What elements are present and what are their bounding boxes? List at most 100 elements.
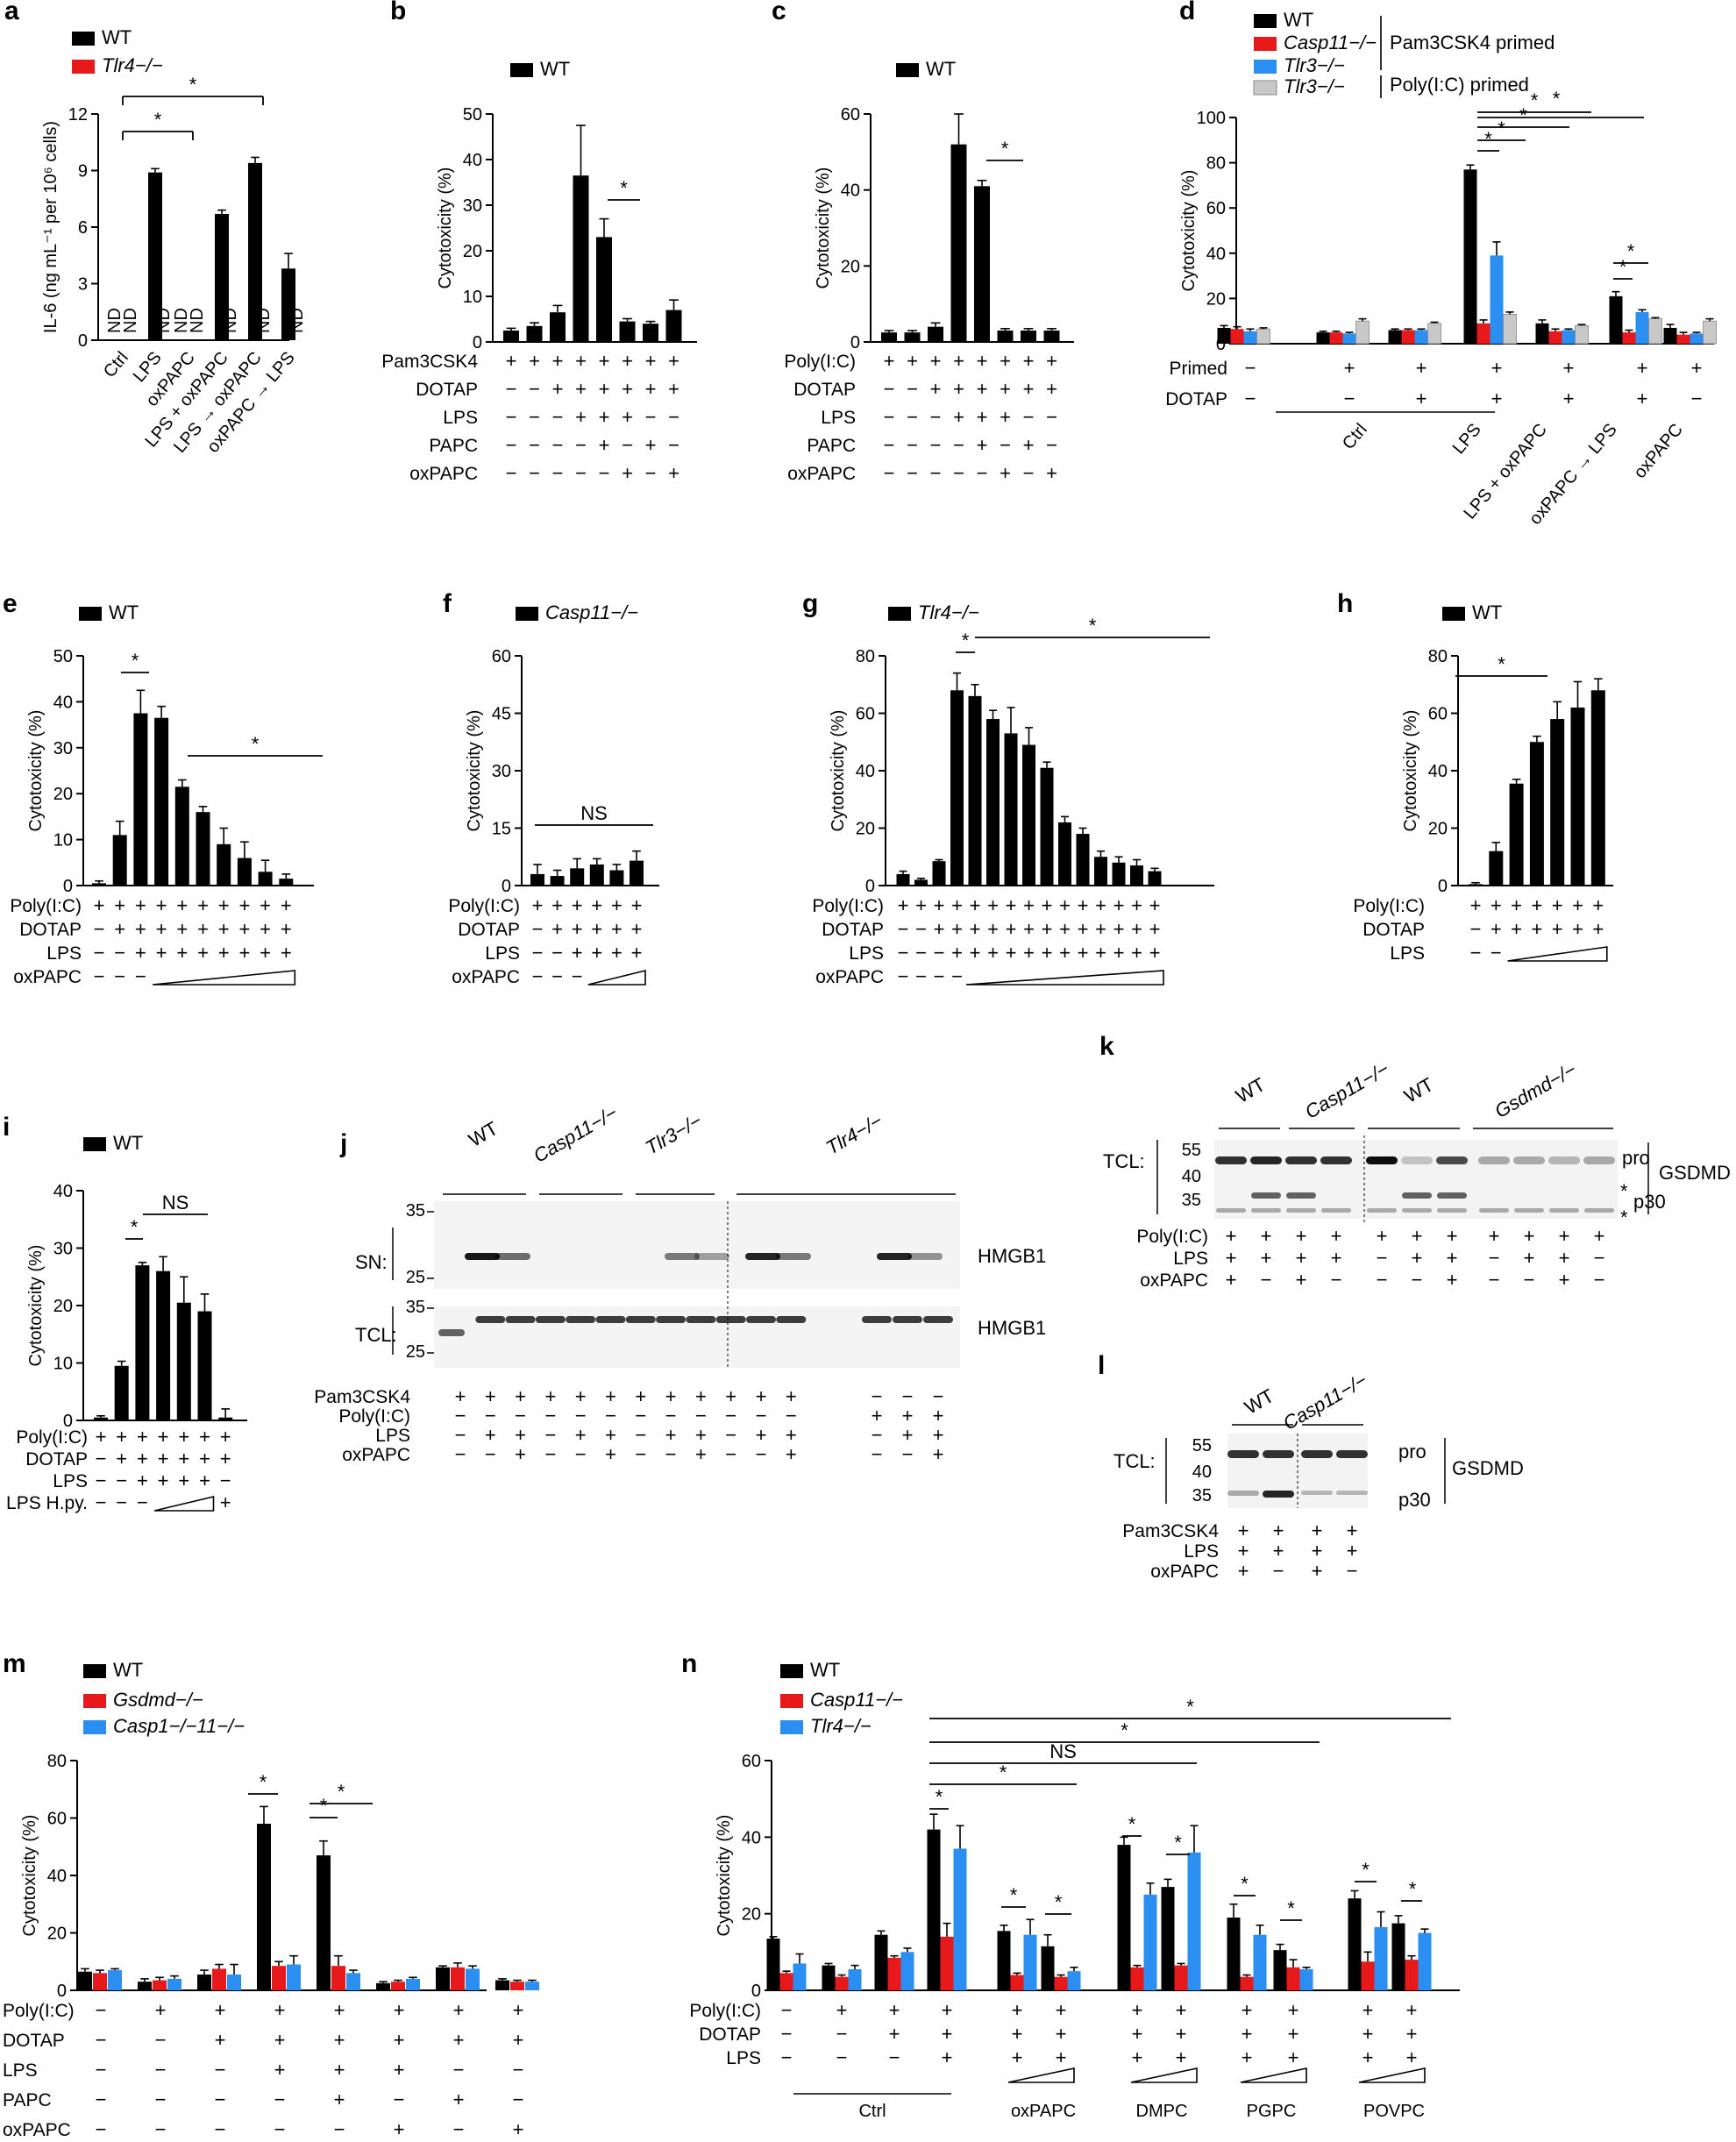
- sign: −: [635, 1424, 646, 1446]
- sign: −: [898, 965, 909, 987]
- y-tick-label: 0: [57, 1982, 67, 2001]
- sig-n-label: *: [1055, 1891, 1063, 1913]
- sign: +: [178, 1426, 189, 1448]
- sign: +: [116, 1448, 127, 1470]
- sig-i1-label: *: [131, 1216, 139, 1238]
- bar: [1148, 871, 1162, 886]
- bar: [1094, 857, 1107, 886]
- panel-label-c: c: [772, 0, 786, 25]
- y-tick-label: 20: [1206, 289, 1226, 309]
- nd-label: ND: [172, 308, 191, 333]
- sign: −: [551, 965, 563, 987]
- y-tick-label: 9: [78, 162, 88, 181]
- bar: [904, 332, 921, 342]
- sign: +: [575, 406, 587, 428]
- sig-n-label: *: [1010, 1884, 1018, 1906]
- concentration-ramp: [1240, 2067, 1307, 2083]
- bar: [1041, 1946, 1055, 1990]
- sign: +: [987, 918, 999, 940]
- sig-n-label: *: [1000, 1761, 1007, 1783]
- sign: +: [197, 894, 209, 916]
- group-label: PGPC: [1247, 2102, 1297, 2121]
- sign: −: [1245, 388, 1256, 409]
- sign: −: [934, 965, 945, 987]
- sign: +: [665, 1424, 677, 1446]
- y-tick-label: 0: [63, 1412, 73, 1431]
- sign: +: [1113, 942, 1125, 964]
- row-label: oxPAPC: [409, 464, 478, 484]
- sign: −: [96, 2089, 107, 2110]
- blot-band-pro: [1336, 1450, 1368, 1458]
- bar: [156, 1270, 171, 1420]
- sign: +: [1238, 1540, 1249, 1562]
- genotype-label: Casp11−/−: [530, 1101, 621, 1167]
- y-tick-label: 0: [63, 877, 73, 896]
- bar: [643, 324, 658, 342]
- sign: −: [455, 1424, 466, 1446]
- bar: [391, 1982, 405, 1990]
- bar: [550, 876, 565, 886]
- sign: +: [1331, 1225, 1342, 1247]
- sign: +: [1637, 357, 1648, 379]
- bar: [317, 1855, 331, 1990]
- genotype-label: Gsdmd−/−: [1491, 1058, 1581, 1122]
- sign: +: [1556, 0, 1568, 4]
- blot-band-tcl: [625, 1316, 656, 1323]
- sign: +: [218, 918, 230, 940]
- bar: [133, 713, 148, 886]
- sign: +: [1484, 0, 1496, 4]
- sign: −: [116, 1470, 127, 1491]
- y-tick-label: 80: [1428, 647, 1448, 666]
- blot-band-pro: [1548, 1156, 1580, 1164]
- sig-n-label: *: [1241, 1873, 1249, 1895]
- bar: [968, 695, 982, 886]
- y-tick-label: 60: [1206, 199, 1226, 218]
- sign: +: [933, 1443, 944, 1465]
- blot-panel-k: kWT Casp11−/− WT Gsdmd−/−TCL: 554035prop30**…: [1099, 1032, 1731, 1291]
- sign: +: [572, 942, 583, 964]
- band-label: pro: [1398, 1441, 1427, 1462]
- bar: [530, 873, 544, 886]
- sign: −: [635, 1443, 646, 1465]
- sign: +: [1447, 1269, 1458, 1291]
- sign: +: [1484, 0, 1496, 4]
- sign: +: [1242, 1999, 1253, 2021]
- sign: +: [599, 350, 610, 372]
- sign: +: [1056, 2046, 1067, 2068]
- bar: [174, 786, 189, 886]
- sign: +: [1491, 357, 1503, 379]
- sign: +: [591, 918, 602, 940]
- panel-label-m: m: [3, 1649, 26, 1678]
- sign: +: [1377, 1225, 1388, 1247]
- blot-band-pro: [1215, 1156, 1247, 1164]
- bar: [112, 835, 127, 886]
- bar: [218, 1417, 233, 1420]
- sign: +: [1559, 1247, 1570, 1269]
- sign: +: [96, 1426, 107, 1448]
- sign: +: [695, 1424, 707, 1446]
- bar: [153, 1980, 167, 1990]
- bar: [1040, 767, 1054, 886]
- row-label: Poly(I:C): [10, 896, 82, 916]
- sign: +: [1012, 2023, 1023, 2045]
- sign: +: [1149, 942, 1161, 964]
- row-label: DOTAP: [19, 920, 82, 940]
- row-label: LPS: [3, 2060, 38, 2081]
- sign: −: [725, 1424, 736, 1446]
- sign: +: [1630, 0, 1641, 4]
- sign: −: [884, 406, 895, 428]
- sign: +: [836, 1999, 848, 2021]
- y-tick-label: 20: [463, 242, 482, 261]
- bar: [1348, 1898, 1362, 1990]
- y-tick-label: 80: [1206, 154, 1226, 174]
- sign: +: [1000, 462, 1011, 484]
- sign: −: [1594, 1269, 1605, 1291]
- bar: [279, 879, 294, 886]
- bar: [1273, 1950, 1287, 1990]
- sign: −: [552, 406, 564, 428]
- bar: [510, 1982, 524, 1990]
- sign: +: [197, 942, 209, 964]
- sign: −: [884, 462, 895, 484]
- bar: [1230, 329, 1244, 344]
- nd-label: ND: [288, 308, 307, 333]
